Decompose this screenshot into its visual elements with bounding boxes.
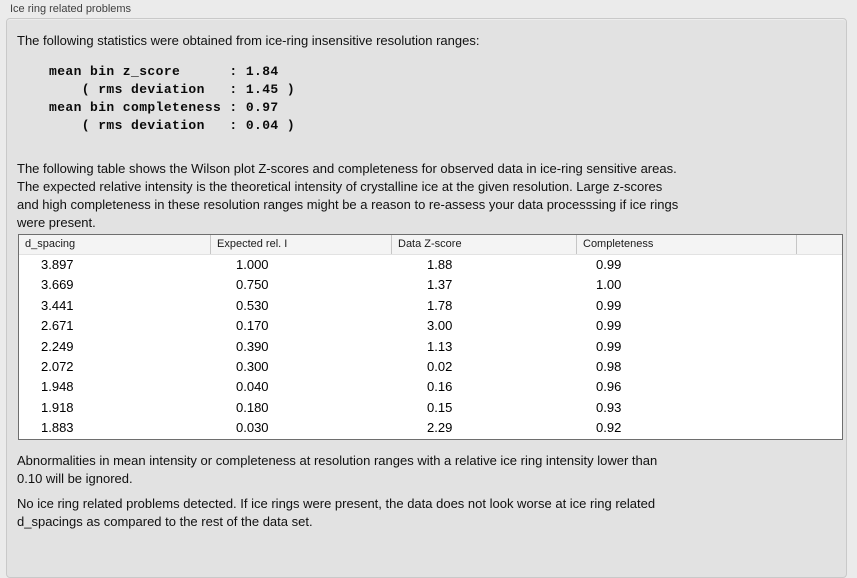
column-header-spacer [796,235,842,254]
table-cell: 1.13 [427,338,453,354]
table-cell: 1.88 [427,257,453,272]
table-cell: 0.15 [427,399,453,415]
table-row[interactable]: 3.441 0.530 1.78 0.99 [19,295,842,317]
table-cell-spacer [796,418,842,438]
table-cell: 0.750 [236,277,269,293]
table-cell: 0.92 [596,420,622,436]
table-cell: 2.072 [41,358,74,374]
table-cell: 0.180 [236,399,269,415]
column-header: d_spacing [25,238,76,250]
conclusion-text: No ice ring related problems detected. I… [17,495,656,529]
column-header: Data Z-score [391,235,576,254]
table-cell-spacer [796,296,842,316]
table-cell: 0.93 [596,399,622,415]
table-cell: 0.530 [236,297,269,313]
table-cell: 0.390 [236,338,269,354]
table-cell: 0.99 [596,257,622,272]
table-row[interactable]: 1.948 0.040 0.16 0.96 [19,377,842,398]
table-cell: 3.897 [41,257,74,272]
table-cell: 0.99 [596,338,622,354]
table-description: The following table shows the Wilson plo… [17,161,679,230]
table-cell: 1.883 [41,420,74,436]
table-cell-spacer [796,398,842,418]
table-cell: 0.96 [596,379,622,395]
table-cell: 0.99 [596,297,622,313]
table-cell: 0.02 [427,358,453,374]
table-cell: 0.99 [596,318,622,334]
table-row[interactable]: 1.883 0.030 2.29 0.92 [19,418,842,439]
table-cell: 2.671 [41,318,74,334]
table-cell: 1.78 [427,297,453,313]
table-row[interactable]: 2.671 0.170 3.00 0.99 [19,316,842,337]
table-cell-spacer [796,377,842,397]
column-header: Completeness [576,235,796,254]
table-cell: 1.000 [236,257,269,272]
table-cell: 3.441 [41,297,74,313]
ice-ring-table: d_spacing Expected rel. I Data Z-score Comp… [18,234,843,440]
ice-ring-panel: The following statistics were obtained f… [6,18,847,578]
table-cell: 0.170 [236,318,269,334]
table-row[interactable]: 2.249 0.390 1.13 0.99 [19,336,842,357]
ice-ring-table-body: 3.897 1.000 1.88 0.99 3.669 0.750 1.37 1.00 3.44… [19,255,842,439]
table-cell: 0.040 [236,379,269,395]
panel-title: Ice ring related problems [10,3,132,15]
table-cell-spacer [796,316,842,336]
table-row[interactable]: 1.918 0.180 0.15 0.93 [19,397,842,419]
table-row[interactable]: 3.897 1.000 1.88 0.99 [19,255,842,276]
table-cell: 2.249 [41,338,74,354]
table-cell: 2.29 [427,420,453,436]
table-row[interactable]: 3.669 0.750 1.37 1.00 [19,275,842,296]
table-cell-spacer [796,337,842,357]
table-cell: 1.00 [596,277,622,293]
table-cell: 0.16 [427,379,453,395]
table-cell: 1.37 [427,277,453,293]
table-cell-spacer [796,357,842,377]
report-page: { "panel": { "title": "Ice ring related … [6,3,847,578]
table-header-row: d_spacing Expected rel. I Data Z-score Comp… [19,235,842,255]
table-cell-spacer [796,255,842,275]
table-cell: 0.98 [596,358,622,374]
table-row[interactable]: 2.072 0.300 0.02 0.98 [19,356,842,378]
ignore-note: Abnormalities in mean intensity or compl… [17,452,658,486]
column-header: Expected rel. I [210,235,391,254]
table-cell: 1.948 [41,379,74,395]
table-cell: 0.300 [236,358,269,374]
table-cell: 1.918 [41,399,74,415]
table-cell-spacer [796,275,842,295]
table-cell: 3.00 [427,318,453,334]
table-cell: 0.030 [236,420,269,436]
stats-block: mean bin z_score : 1.84 ( rms deviation … [49,64,296,133]
table-cell: 3.669 [41,277,74,293]
intro-text: The following statistics were obtained f… [17,33,480,48]
